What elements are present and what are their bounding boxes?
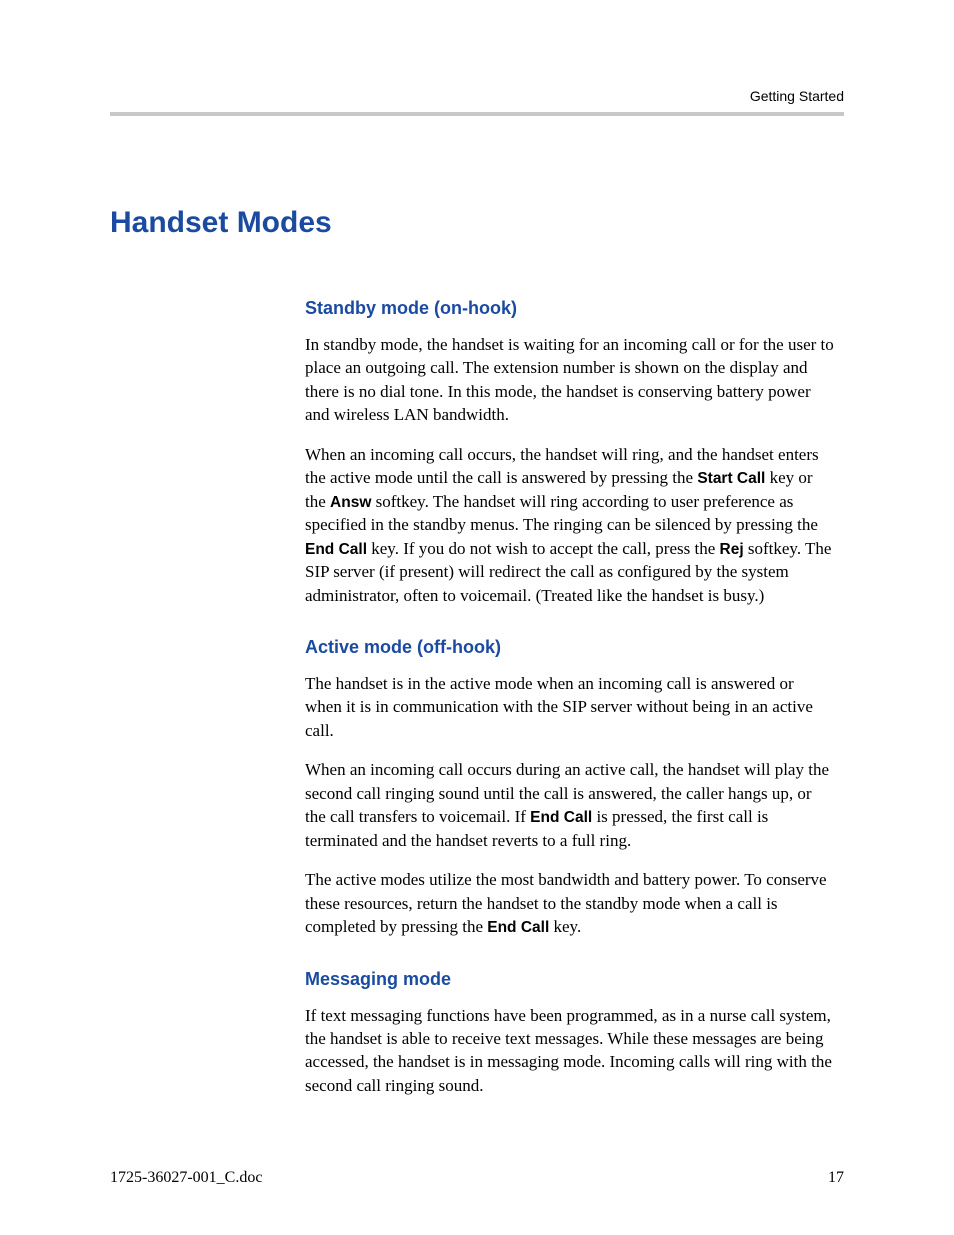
page-footer: 1725-36027-001_C.doc 17 [110,1169,844,1187]
paragraph: When an incoming call occurs, the handse… [305,443,834,607]
bold-run: End Call [487,919,549,936]
bold-run: Answ [330,494,371,511]
footer-doc-id: 1725-36027-001_C.doc [110,1169,262,1187]
section: Messaging mode If text messaging function… [305,969,834,1098]
paragraph: The handset is in the active mode when a… [305,672,834,742]
running-header: Getting Started [110,88,844,104]
paragraph: In standby mode, the handset is waiting … [305,333,834,427]
text-run: If text messaging functions have been pr… [305,1006,832,1095]
header-rule [110,112,844,116]
paragraph: The active modes utilize the most bandwi… [305,868,834,938]
document-page: Getting Started Handset Modes Standby mo… [0,0,954,1097]
section: Active mode (off-hook) The handset is in … [305,637,834,939]
text-run: key. If you do not wish to accept the ca… [367,539,720,558]
body-content: Standby mode (on-hook) In standby mode, t… [305,298,834,1097]
paragraph: When an incoming call occurs during an a… [305,758,834,852]
sub-heading: Active mode (off-hook) [305,637,834,658]
text-run: softkey. The handset will ring according… [305,492,818,534]
sub-heading: Messaging mode [305,969,834,990]
bold-run: Start Call [697,470,765,487]
bold-run: Rej [720,541,744,558]
text-run: The handset is in the active mode when a… [305,674,813,740]
footer-page-number: 17 [828,1169,844,1187]
bold-run: End Call [530,809,592,826]
bold-run: End Call [305,541,367,558]
text-run: In standby mode, the handset is waiting … [305,335,834,424]
text-run: key. [549,917,581,936]
section: Standby mode (on-hook) In standby mode, t… [305,298,834,607]
main-heading: Handset Modes [110,206,844,240]
sub-heading: Standby mode (on-hook) [305,298,834,319]
paragraph: If text messaging functions have been pr… [305,1004,834,1098]
